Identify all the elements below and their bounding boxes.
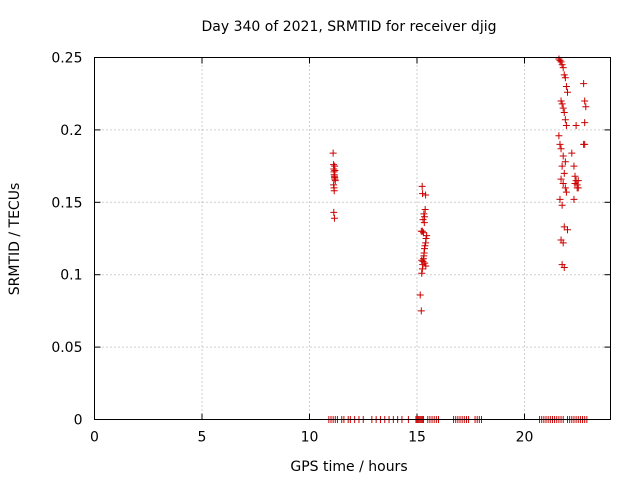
x-tick-labels: 0 5 10 15 20	[90, 430, 533, 446]
data-point	[422, 191, 430, 199]
data-point	[419, 229, 427, 237]
data-point	[418, 182, 426, 190]
axis-ticks	[94, 57, 611, 420]
data-point	[421, 242, 429, 250]
data-point	[581, 140, 589, 148]
data-point	[581, 119, 589, 127]
data-point	[330, 214, 338, 222]
data-point	[423, 232, 431, 240]
data-point	[561, 116, 569, 124]
data-point	[561, 184, 569, 192]
data-point	[562, 122, 570, 130]
data-point	[560, 71, 568, 79]
data-point	[568, 149, 576, 157]
data-point	[557, 97, 565, 105]
data-point	[418, 256, 426, 264]
y-tick-labels: 0 0.05 0.1 0.15 0.2 0.25	[51, 51, 82, 429]
data-point	[556, 56, 564, 64]
data-point	[559, 64, 567, 72]
data-point	[559, 179, 567, 187]
x-tick-label: 0	[90, 430, 99, 446]
y-tick-label: 0.25	[51, 51, 82, 67]
data-point	[562, 188, 570, 196]
data-point	[331, 177, 339, 185]
data-point	[574, 177, 582, 185]
plot-frame	[94, 57, 611, 420]
data-point	[419, 216, 427, 224]
y-tick-label: 0.05	[51, 340, 82, 356]
grid-lines	[94, 57, 611, 420]
data-point	[559, 104, 567, 112]
data-point	[561, 158, 569, 166]
data-point	[331, 162, 339, 170]
data-point	[558, 201, 566, 209]
data-point	[330, 187, 338, 195]
data-point	[570, 195, 578, 203]
data-point	[570, 162, 578, 170]
data-point	[555, 132, 563, 140]
y-tick-label: 0.2	[60, 123, 82, 139]
data-point	[561, 74, 569, 82]
data-point	[564, 226, 571, 234]
data-point	[420, 210, 428, 218]
data-point	[557, 175, 565, 183]
y-axis-label: SRMTID / TECUs	[7, 183, 23, 296]
x-tick-label: 20	[516, 430, 534, 446]
x-axis-label: GPS time / hours	[290, 459, 407, 475]
data-point	[562, 82, 570, 90]
data-point	[557, 145, 565, 153]
data-point	[558, 100, 566, 108]
data-point	[559, 239, 567, 247]
y-tick-label: 0.15	[51, 195, 82, 211]
data-point	[573, 184, 581, 192]
data-points	[325, 55, 591, 423]
data-point	[560, 109, 568, 117]
chart-title: Day 340 of 2021, SRMTID for receiver dji…	[202, 19, 497, 35]
data-point	[571, 179, 579, 187]
y-tick-label: 0	[74, 413, 83, 429]
data-point	[580, 80, 588, 88]
data-point	[582, 103, 590, 111]
data-point	[557, 58, 565, 66]
data-point	[571, 172, 579, 180]
data-point	[556, 195, 564, 203]
data-point	[418, 269, 426, 277]
data-point	[418, 227, 426, 235]
data-point	[419, 190, 427, 198]
data-point	[560, 263, 568, 271]
y-tick-label: 0.1	[60, 268, 82, 284]
x-tick-label: 15	[408, 430, 426, 446]
data-point	[329, 149, 337, 157]
data-point	[560, 169, 568, 177]
data-point	[560, 223, 568, 231]
data-point	[421, 259, 429, 267]
data-point	[558, 61, 566, 69]
data-point	[556, 140, 564, 148]
data-point	[421, 206, 429, 214]
x-tick-label: 10	[301, 430, 319, 446]
data-point	[330, 208, 338, 216]
data-point	[417, 307, 425, 315]
data-point	[422, 262, 430, 270]
data-point	[420, 219, 428, 227]
data-point	[559, 152, 567, 160]
data-point	[581, 97, 589, 105]
data-point	[416, 291, 424, 299]
data-point	[422, 235, 430, 242]
data-point	[572, 122, 580, 130]
x-tick-label: 5	[198, 430, 207, 446]
data-point	[564, 88, 571, 96]
data-point	[558, 162, 566, 170]
